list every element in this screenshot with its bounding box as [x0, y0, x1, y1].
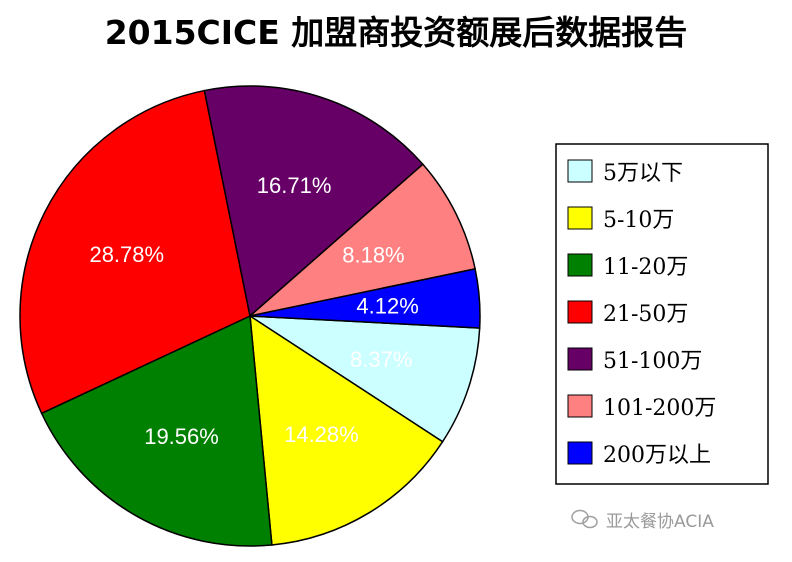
legend-swatch	[567, 159, 593, 183]
slice-label: 8.18%	[342, 242, 404, 267]
legend-label: 11-20万	[603, 255, 688, 280]
pie-slice	[203, 85, 424, 318]
legend-label: 101-200万	[603, 396, 716, 421]
pie-slice	[19, 89, 251, 415]
legend-swatch	[567, 300, 593, 324]
wechat-icon	[571, 509, 598, 529]
legend-label: 21-50万	[603, 302, 688, 327]
legend-swatch	[567, 253, 593, 277]
pie-slice	[247, 163, 477, 318]
pie-slice	[249, 267, 481, 329]
legend-swatch	[567, 441, 593, 465]
pie-slice	[247, 315, 481, 443]
slice-label: 16.71%	[257, 173, 332, 198]
legend-swatch	[567, 347, 593, 371]
slice-label: 8.37%	[350, 347, 412, 372]
slice-label: 19.56%	[144, 424, 219, 449]
slice-label: 28.78%	[89, 242, 164, 267]
legend-label: 200万以上	[603, 443, 711, 468]
pie-slice	[249, 314, 444, 546]
legend: 5万以下 5-10万 11-20万 21-50万 51-100万 101-200万 200万…	[567, 159, 716, 468]
legend-label: 5-10万	[603, 208, 674, 233]
legend-label: 5万以下	[603, 161, 683, 186]
legend-swatch	[567, 394, 593, 418]
pie	[19, 85, 481, 547]
watermark: 亚太餐协ACIA	[571, 509, 714, 532]
chart-title: 2015CICE 加盟商投资额展后数据报告	[105, 13, 688, 52]
legend-label: 51-100万	[603, 349, 702, 374]
pie-slice	[40, 314, 273, 547]
slice-label: 4.12%	[356, 293, 418, 318]
slice-labels: 8.37% 14.28% 19.56% 28.78% 16.71% 8.18% 4.12%	[89, 173, 418, 449]
legend-swatch	[567, 206, 593, 230]
slice-label: 14.28%	[284, 422, 359, 447]
watermark-text: 亚太餐协ACIA	[606, 512, 714, 532]
